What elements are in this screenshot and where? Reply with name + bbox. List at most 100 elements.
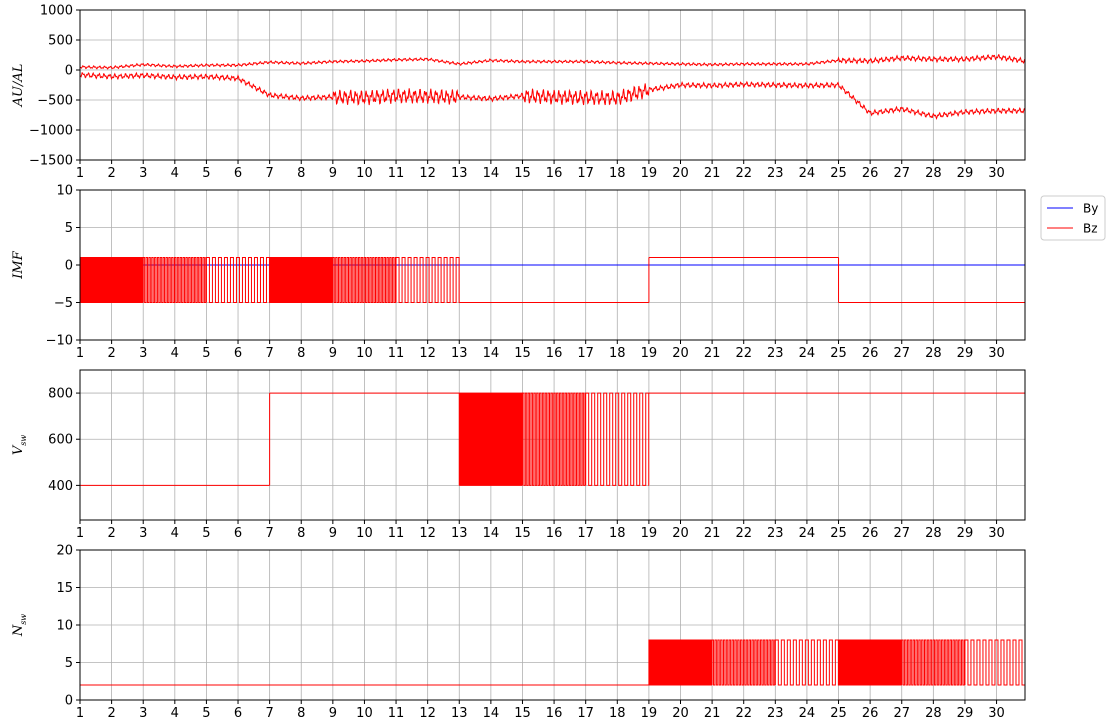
x-tick-label: 6 [234, 166, 242, 181]
x-tick-label: 2 [107, 706, 115, 721]
x-tick-label: 23 [767, 346, 784, 361]
x-tick-label: 1 [76, 526, 84, 541]
y-tick-label: 400 [48, 479, 73, 494]
x-tick-label: 18 [609, 526, 626, 541]
x-tick-label: 16 [546, 346, 563, 361]
y-axis-label-subscript: sw [19, 435, 28, 446]
x-tick-label: 24 [799, 346, 816, 361]
x-tick-label: 2 [107, 346, 115, 361]
y-tick-label: 5 [65, 221, 73, 236]
x-tick-label: 15 [514, 526, 531, 541]
x-tick-label: 30 [988, 346, 1005, 361]
x-tick-label: 3 [139, 526, 147, 541]
y-tick-label: −10 [46, 334, 73, 349]
x-tick-label: 25 [830, 706, 847, 721]
panel-auroral-index: 1 2 3 4 5 6 7 8 9 10 11 12 13 14 15 16 17 18 19 20 21 22 23 24 2… [11, 4, 1026, 181]
x-tick-label: 29 [957, 706, 974, 721]
series-oscillation [395, 257, 460, 303]
x-tick-label: 9 [329, 346, 337, 361]
x-tick-label: 12 [419, 706, 436, 721]
x-tick-label: 11 [388, 706, 405, 721]
x-tick-label: 29 [957, 346, 974, 361]
legend-box [1040, 195, 1106, 241]
x-tick-label: 4 [171, 166, 179, 181]
y-tick-label: −1500 [29, 154, 73, 169]
x-tick-label: 4 [171, 706, 179, 721]
x-tick-label: 8 [297, 526, 305, 541]
x-tick-label: 16 [546, 166, 563, 181]
series-oscillation [332, 257, 397, 303]
x-tick-label: 20 [672, 706, 689, 721]
x-tick-label: 6 [234, 706, 242, 721]
x-tick-label: 12 [419, 166, 436, 181]
x-tick-label: 28 [925, 166, 942, 181]
x-tick-label: 27 [893, 706, 910, 721]
x-tick-label: 11 [388, 166, 405, 181]
x-tick-label: 24 [799, 526, 816, 541]
x-tick-label: 26 [862, 526, 879, 541]
x-tick-label: 6 [234, 526, 242, 541]
x-tick-label: 23 [767, 526, 784, 541]
x-tick-label: 19 [641, 526, 658, 541]
plot-area [80, 257, 1025, 303]
series-oscillation [901, 639, 965, 686]
y-tick-label: −5 [54, 296, 73, 311]
x-tick-label: 19 [641, 346, 658, 361]
x-tick-label: 17 [577, 346, 594, 361]
panel-imf: 1 2 3 4 5 6 7 8 9 10 11 12 13 14 15 16 17 18 19 20 21 22 23 24 2… [11, 184, 1026, 361]
x-tick-label: 17 [577, 526, 594, 541]
x-tick-label: 4 [171, 346, 179, 361]
x-tick-label: 12 [419, 526, 436, 541]
x-tick-label: 16 [546, 526, 563, 541]
x-tick-label: 22 [735, 526, 752, 541]
y-axis-label: IMF [11, 250, 26, 279]
y-tick-label: 15 [56, 581, 73, 596]
x-tick-label: 9 [329, 706, 337, 721]
y-tick-label: 10 [56, 619, 73, 634]
x-tick-label: 5 [202, 346, 210, 361]
x-tick-label: 10 [356, 526, 373, 541]
x-tick-label: 3 [139, 706, 147, 721]
x-tick-label: 10 [356, 706, 373, 721]
x-tick-label: 19 [641, 166, 658, 181]
x-tick-label: 10 [356, 346, 373, 361]
x-tick-label: 26 [862, 706, 879, 721]
x-tick-label: 18 [609, 166, 626, 181]
y-tick-label: 600 [48, 433, 73, 448]
series-oscillation [774, 639, 839, 686]
legend: By Bz [1040, 195, 1106, 241]
x-tick-label: 18 [609, 706, 626, 721]
x-tick-label: 9 [329, 166, 337, 181]
x-tick-label: 8 [297, 706, 305, 721]
x-tick-label: 13 [451, 346, 468, 361]
y-tick-label: 20 [56, 544, 73, 559]
x-tick-label: 18 [609, 346, 626, 361]
x-tick-label: 4 [171, 526, 179, 541]
x-tick-label: 13 [451, 706, 468, 721]
y-tick-label: 500 [48, 34, 73, 49]
x-tick-label: 3 [139, 166, 147, 181]
series-oscillation [964, 639, 1025, 686]
y-tick-label: −1000 [29, 124, 73, 139]
x-tick-label: 29 [957, 526, 974, 541]
legend-label-by: By [1083, 202, 1098, 216]
x-tick-label: 8 [297, 166, 305, 181]
y-axis-label: AU/AL [11, 64, 26, 108]
series-oscillation [80, 257, 144, 303]
x-tick-label: 15 [514, 166, 531, 181]
x-tick-label: 10 [356, 166, 373, 181]
x-tick-label: 7 [265, 526, 273, 541]
x-tick-label: 9 [329, 526, 337, 541]
x-tick-label: 14 [483, 706, 500, 721]
x-tick-label: 20 [672, 346, 689, 361]
series-oscillation [205, 257, 270, 303]
x-tick-label: 28 [925, 706, 942, 721]
x-tick-label: 5 [202, 166, 210, 181]
x-tick-label: 14 [483, 346, 500, 361]
x-tick-label: 1 [76, 166, 84, 181]
x-tick-label: 7 [265, 706, 273, 721]
x-tick-label: 21 [704, 346, 721, 361]
x-tick-label: 2 [107, 166, 115, 181]
x-tick-label: 30 [988, 166, 1005, 181]
x-tick-label: 1 [76, 346, 84, 361]
